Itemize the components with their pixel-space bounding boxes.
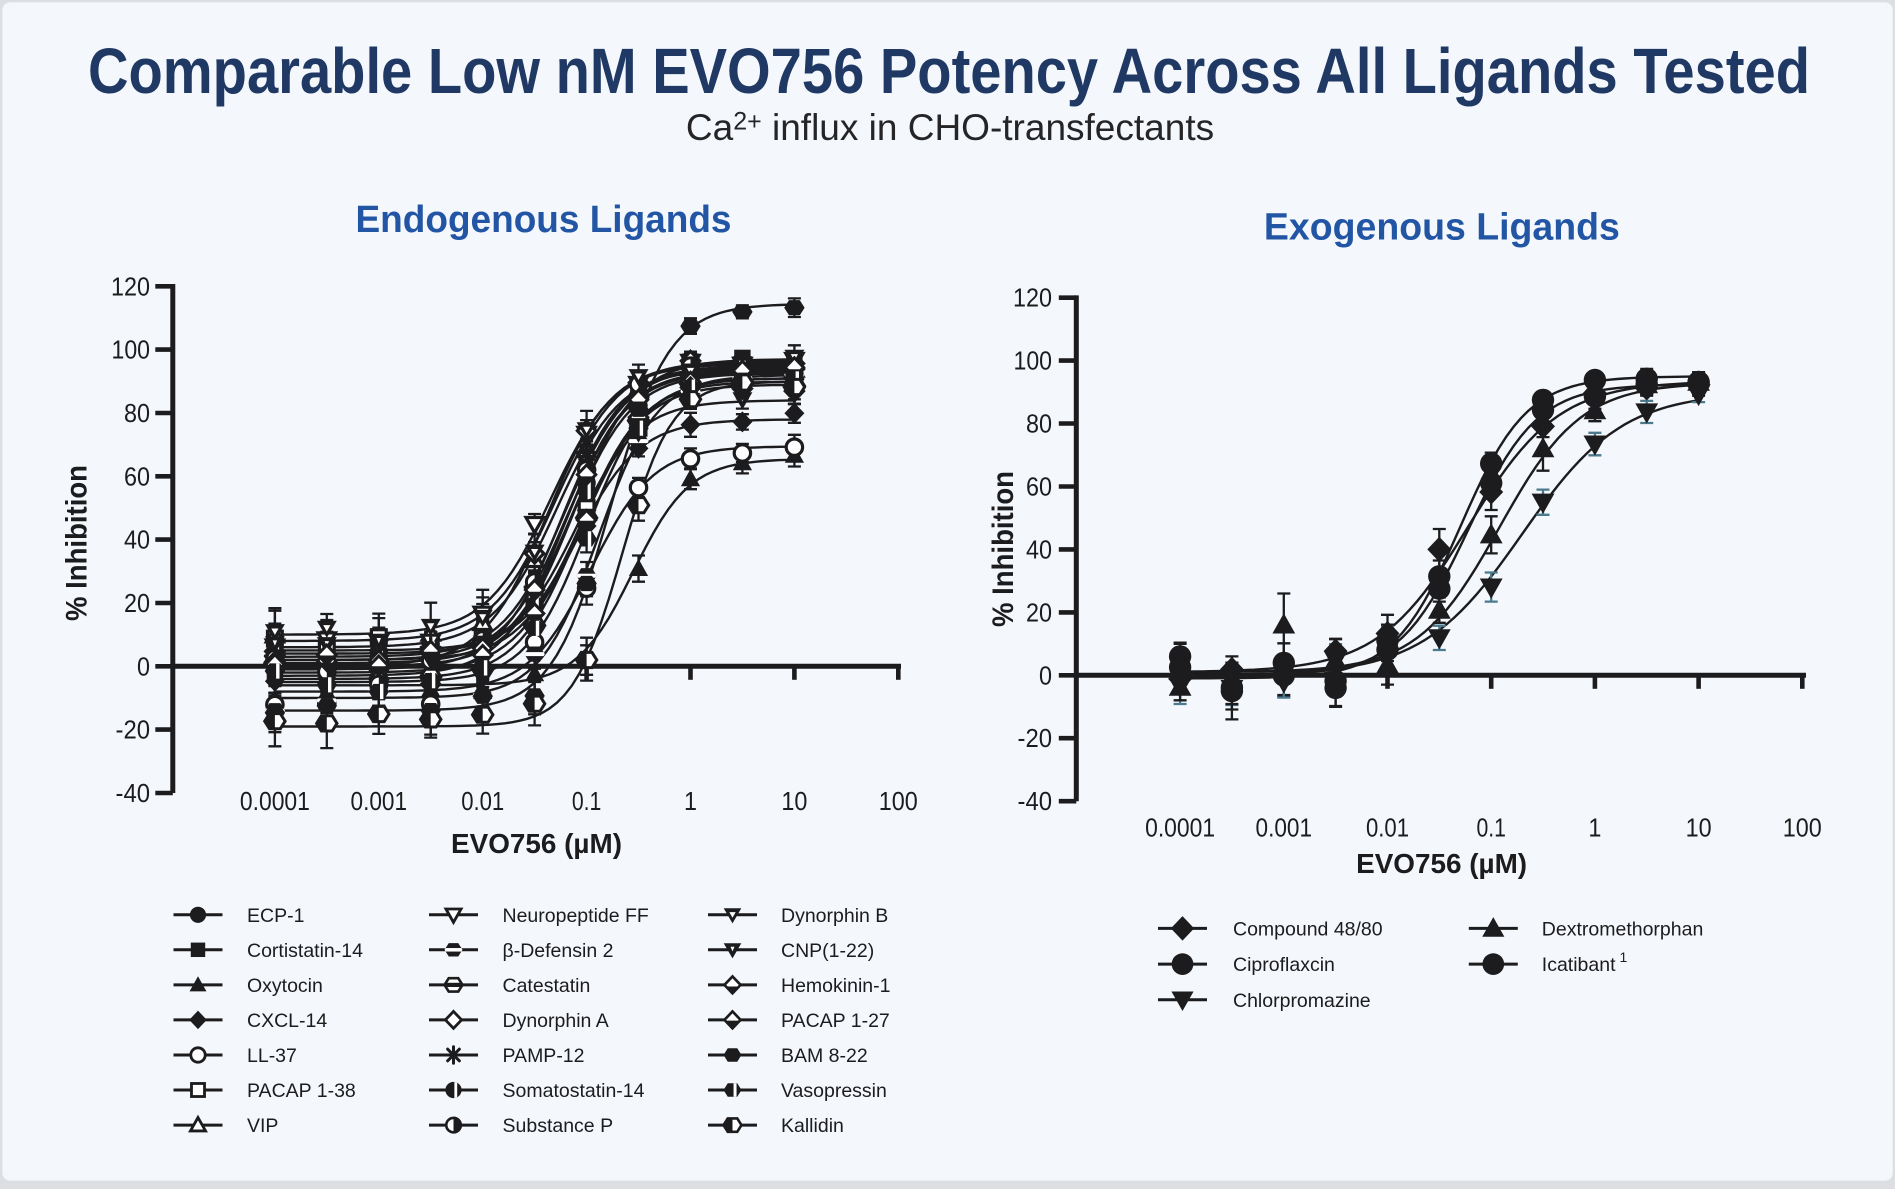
svg-text:VIP: VIP [247, 1115, 278, 1137]
svg-text:% Inhibition: % Inhibition [987, 471, 1020, 627]
svg-text:CNP(1-22): CNP(1-22) [781, 940, 874, 962]
svg-text:0.01: 0.01 [461, 786, 504, 816]
svg-text:ECP-1: ECP-1 [247, 905, 304, 927]
svg-text:0.01: 0.01 [1366, 812, 1409, 842]
svg-text:10: 10 [781, 786, 807, 816]
svg-text:Vasopressin: Vasopressin [781, 1080, 887, 1102]
svg-text:Chlorpromazine: Chlorpromazine [1233, 990, 1371, 1012]
svg-text:% Inhibition: % Inhibition [61, 465, 94, 621]
svg-text:Cortistatin-14: Cortistatin-14 [247, 940, 363, 962]
svg-text:LL-37: LL-37 [247, 1045, 297, 1067]
svg-text:-40: -40 [116, 778, 151, 808]
svg-text:0.001: 0.001 [1256, 812, 1313, 842]
svg-text:60: 60 [1026, 472, 1052, 502]
svg-text:80: 80 [1026, 409, 1052, 439]
svg-text:-20: -20 [1018, 723, 1053, 753]
svg-text:CXCL-14: CXCL-14 [247, 1010, 327, 1032]
svg-text:β-Defensin 2: β-Defensin 2 [503, 940, 614, 962]
svg-text:EVO756 (µM): EVO756 (µM) [1356, 848, 1527, 879]
svg-text:10: 10 [1686, 812, 1712, 842]
svg-text:0.001: 0.001 [351, 786, 408, 816]
svg-text:0: 0 [137, 651, 150, 681]
svg-text:-20: -20 [116, 715, 151, 745]
svg-text:80: 80 [124, 398, 150, 428]
svg-text:0.1: 0.1 [572, 786, 602, 816]
svg-text:Comparable Low nM EVO756 Poten: Comparable Low nM EVO756 Potency Across … [88, 35, 1810, 107]
svg-text:Hemokinin-1: Hemokinin-1 [781, 975, 890, 997]
svg-text:40: 40 [124, 525, 150, 555]
svg-text:40: 40 [1026, 534, 1052, 564]
svg-text:Dynorphin A: Dynorphin A [503, 1010, 609, 1032]
svg-text:Kallidin: Kallidin [781, 1115, 844, 1137]
svg-text:60: 60 [124, 461, 150, 491]
svg-text:0.0001: 0.0001 [1145, 812, 1215, 842]
svg-text:100: 100 [879, 786, 918, 816]
svg-text:PACAP 1-27: PACAP 1-27 [781, 1010, 890, 1032]
svg-text:20: 20 [1026, 597, 1052, 627]
svg-text:Neuropeptide FF: Neuropeptide FF [503, 905, 649, 927]
svg-text:0.0001: 0.0001 [240, 786, 310, 816]
svg-text:Ciproflaxcin: Ciproflaxcin [1233, 954, 1335, 976]
svg-text:EVO756 (µM): EVO756 (µM) [451, 828, 622, 859]
svg-text:-40: -40 [1018, 786, 1053, 816]
svg-text:Dynorphin B: Dynorphin B [781, 905, 888, 927]
svg-text:100: 100 [1783, 812, 1822, 842]
svg-text:Oxytocin: Oxytocin [247, 975, 323, 997]
svg-text:100: 100 [112, 335, 151, 365]
svg-text:PAMP-12: PAMP-12 [503, 1045, 585, 1067]
svg-text:BAM 8-22: BAM 8-22 [781, 1045, 868, 1067]
svg-text:Dextromethorphan: Dextromethorphan [1542, 918, 1704, 940]
svg-text:Ca2+ influx in CHO-transfectan: Ca2+ influx in CHO-transfectants [686, 107, 1214, 148]
svg-text:1: 1 [1588, 812, 1601, 842]
svg-text:0.1: 0.1 [1476, 812, 1506, 842]
svg-text:Exogenous Ligands: Exogenous Ligands [1264, 207, 1620, 249]
svg-text:Somatostatin-14: Somatostatin-14 [503, 1080, 645, 1102]
svg-text:120: 120 [111, 271, 150, 301]
svg-text:Substance P: Substance P [503, 1115, 614, 1137]
svg-text:100: 100 [1014, 346, 1053, 376]
svg-text:Endogenous Ligands: Endogenous Ligands [356, 199, 732, 241]
svg-text:20: 20 [124, 588, 150, 618]
svg-text:0: 0 [1039, 660, 1052, 690]
svg-text:1: 1 [684, 786, 697, 816]
svg-text:Catestatin: Catestatin [503, 975, 591, 997]
svg-text:120: 120 [1013, 283, 1052, 313]
svg-text:PACAP 1-38: PACAP 1-38 [247, 1080, 356, 1102]
svg-text:Compound 48/80: Compound 48/80 [1233, 918, 1383, 940]
